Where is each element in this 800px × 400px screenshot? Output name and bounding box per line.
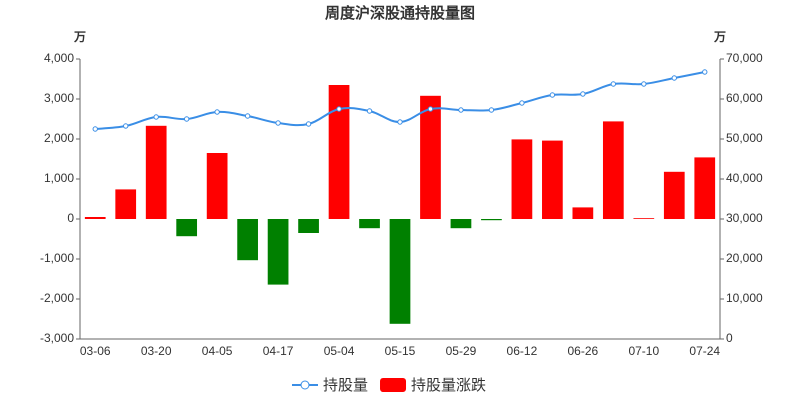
line-point [702,69,708,75]
legend-swatch [300,380,310,390]
line-point [336,106,342,112]
bar [572,207,594,219]
x-tick-label: 05-15 [385,344,416,358]
line-point [305,121,312,127]
line-point [458,107,464,113]
line-point [244,113,251,119]
chart-title: 周度沪深股通持股量图 [325,4,475,22]
bar [633,218,655,219]
bar [237,219,258,261]
legend-label: 持股量涨跌 [411,377,486,394]
bar [481,219,502,221]
bar [359,219,380,229]
line-point [580,91,586,97]
line-point [92,126,98,132]
legend-label: 持股量 [323,377,368,394]
x-tick-label: 06-12 [507,344,538,358]
y-tick-label: -1,000 [40,251,74,265]
line-point [427,106,434,112]
y2-tick-label: 20,000 [726,251,763,265]
x-tick-label: 04-05 [202,344,233,358]
bar [663,171,685,219]
bar [115,189,137,219]
bar [328,85,350,219]
y-tick-label: 1,000 [44,171,74,185]
bar [267,219,289,285]
y2-tick-label: 50,000 [726,131,763,145]
y-tick-label: 0 [67,211,74,225]
y-tick-label: 2,000 [44,131,74,145]
x-tick-label: 03-06 [80,344,111,358]
y-tick-label: -2,000 [40,291,74,305]
line-point [610,81,617,87]
y2-tick-label: 10,000 [726,291,763,305]
y2-unit: 万 [713,30,726,44]
bar [145,125,167,219]
line-point [549,92,556,98]
x-tick-label: 06-26 [568,344,599,358]
bar [420,95,441,219]
line-point [366,108,373,114]
x-tick-label: 05-04 [324,344,355,358]
bar [298,219,319,233]
x-tick-label: 03-20 [141,344,172,358]
y2-tick-label: 60,000 [726,91,763,105]
bar [694,157,716,219]
y-tick-label: 4,000 [44,51,74,65]
y-tick-label: 3,000 [44,91,74,105]
y2-tick-label: 0 [726,331,733,345]
x-tick-label: 07-24 [689,344,720,358]
line-point [641,81,647,87]
bar [602,121,624,219]
bar [389,219,411,324]
x-tick-label: 05-29 [446,344,477,358]
bar [511,139,533,219]
bar [450,219,472,229]
line-point [123,123,129,129]
bar [542,140,563,219]
line-point [183,116,190,122]
x-tick-label: 04-17 [263,344,294,358]
legend-swatch [380,378,407,392]
line-point [397,119,403,125]
bar [84,217,106,219]
bar [176,219,198,237]
y-tick-label: -3,000 [40,331,74,345]
line-point [519,100,525,106]
line-point [153,114,159,120]
y2-tick-label: 40,000 [726,171,763,185]
y2-tick-label: 70,000 [726,51,763,65]
x-tick-label: 07-10 [628,344,659,358]
line-point [488,107,495,113]
line-point [214,109,220,115]
bar [206,153,228,219]
y-unit: 万 [73,30,86,44]
y2-tick-label: 30,000 [726,211,763,225]
line-point [275,120,281,126]
line-point [671,75,677,81]
